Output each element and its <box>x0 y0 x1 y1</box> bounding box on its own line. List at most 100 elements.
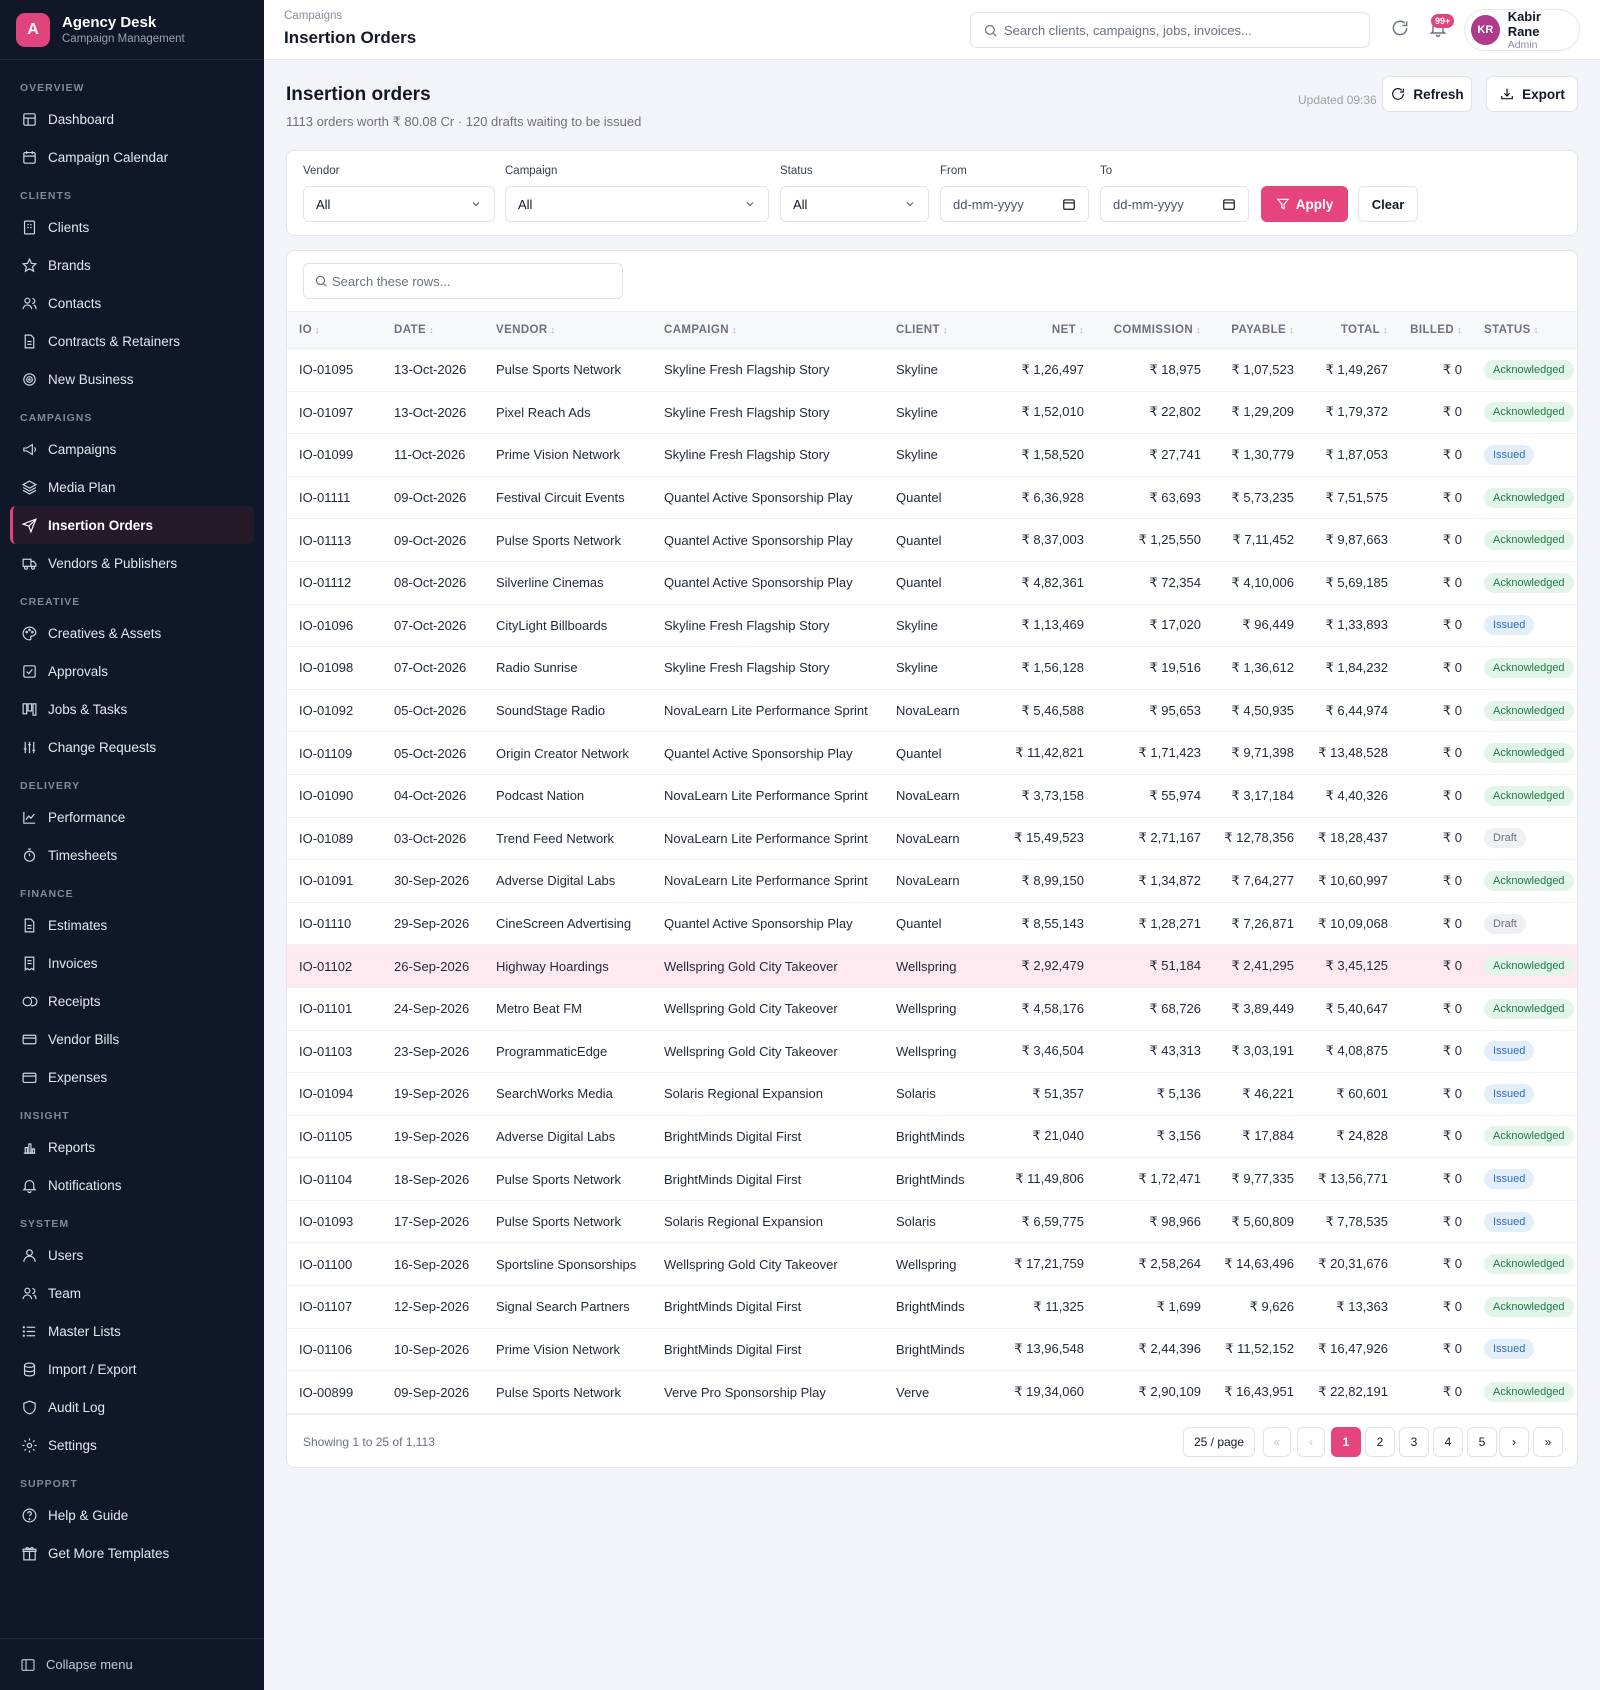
page-button-5[interactable]: 5 <box>1467 1427 1497 1457</box>
to-date-input[interactable]: dd-mm-yyyy <box>1100 186 1249 222</box>
status-filter-select[interactable]: All <box>780 186 929 222</box>
sidebar-item-contacts[interactable]: Contacts <box>10 284 254 322</box>
page-size-select[interactable]: 25 / page <box>1183 1427 1255 1457</box>
sidebar-item-timesheets[interactable]: Timesheets <box>10 836 254 874</box>
table-row[interactable]: IO-01113 09-Oct-2026 Pulse Sports Network Q… <box>287 519 1577 562</box>
sidebar-item-new-business[interactable]: New Business <box>10 360 254 398</box>
apply-button[interactable]: Apply <box>1261 186 1348 222</box>
sidebar-item-creatives-assets[interactable]: Creatives & Assets <box>10 614 254 652</box>
sidebar-item-clients[interactable]: Clients <box>10 208 254 246</box>
page-button-4[interactable]: 4 <box>1433 1427 1463 1457</box>
table-row[interactable]: IO-01094 19-Sep-2026 SearchWorks Media Sola… <box>287 1073 1577 1116</box>
sidebar-item-vendors-publishers[interactable]: Vendors & Publishers <box>10 544 254 582</box>
sidebar-item-notifications[interactable]: Notifications <box>10 1166 254 1204</box>
table-row[interactable]: IO-01112 08-Oct-2026 Silverline Cinemas Qua… <box>287 561 1577 605</box>
document-icon <box>20 332 38 350</box>
sidebar-item-jobs-tasks[interactable]: Jobs & Tasks <box>10 690 254 728</box>
sidebar-item-campaigns[interactable]: Campaigns <box>10 430 254 468</box>
status-cell: Acknowledged <box>1472 987 1577 1030</box>
sidebar-item-change-requests[interactable]: Change Requests <box>10 728 254 766</box>
column-header-client[interactable]: CLIENT ↕ <box>884 311 988 349</box>
table-row[interactable]: IO-01109 05-Oct-2026 Origin Creator Networ… <box>287 732 1577 775</box>
user-menu[interactable]: KR Kabir Rane Admin <box>1464 9 1580 51</box>
table-search-input[interactable]: Search these rows... <box>303 263 623 299</box>
cell-net: ₹ 3,46,504 <box>1021 1043 1085 1059</box>
sidebar-item-help-guide[interactable]: Help & Guide <box>10 1496 254 1534</box>
table-row[interactable]: IO-01089 03-Oct-2026 Trend Feed Network Nov… <box>287 817 1577 860</box>
first-page-button[interactable]: « <box>1263 1427 1291 1457</box>
sidebar-item-expenses[interactable]: Expenses <box>10 1058 254 1096</box>
breadcrumb[interactable]: Campaigns <box>284 10 343 22</box>
table-row[interactable]: IO-01098 07-Oct-2026 Radio Sunrise Skyline … <box>287 647 1577 690</box>
table-row[interactable]: IO-01111 09-Oct-2026 Festival Circuit Even… <box>287 476 1577 519</box>
last-page-button[interactable]: » <box>1533 1427 1563 1457</box>
table-row[interactable]: IO-01095 13-Oct-2026 Pulse Sports Network S… <box>287 349 1577 392</box>
sidebar-item-brands[interactable]: Brands <box>10 246 254 284</box>
table-row[interactable]: IO-01090 04-Oct-2026 Podcast Nation NovaLea… <box>287 774 1577 818</box>
page-button-3[interactable]: 3 <box>1399 1427 1429 1457</box>
page-button-1[interactable]: 1 <box>1331 1427 1361 1457</box>
sidebar-item-team[interactable]: Team <box>10 1274 254 1312</box>
column-header-billed[interactable]: BILLED ↕ <box>1398 311 1472 349</box>
sidebar-item-settings[interactable]: Settings <box>10 1426 254 1464</box>
sidebar-item-receipts[interactable]: Receipts <box>10 982 254 1020</box>
refresh-icon[interactable] <box>1390 18 1412 40</box>
table-row[interactable]: IO-01110 29-Sep-2026 CineScreen Advertisin… <box>287 902 1577 945</box>
campaign-filter-select[interactable]: All <box>505 186 769 222</box>
table-row[interactable]: IO-01107 12-Sep-2026 Signal Search Partner… <box>287 1286 1577 1329</box>
sidebar-item-master-lists[interactable]: Master Lists <box>10 1312 254 1350</box>
prev-page-button[interactable]: ‹ <box>1297 1427 1325 1457</box>
refresh-button[interactable]: Refresh <box>1382 76 1472 112</box>
table-row[interactable]: IO-01096 07-Oct-2026 CityLight Billboards S… <box>287 604 1577 647</box>
table-row[interactable]: IO-01099 11-Oct-2026 Prime Vision Network S… <box>287 434 1577 477</box>
table-row[interactable]: IO-01102 26-Sep-2026 Highway Hoardings Well… <box>287 944 1577 988</box>
sidebar-item-users[interactable]: Users <box>10 1236 254 1274</box>
column-header-vendor[interactable]: VENDOR ↕ <box>484 311 652 349</box>
sidebar-item-get-more-templates[interactable]: Get More Templates <box>10 1534 254 1572</box>
table-row[interactable]: IO-01104 18-Sep-2026 Pulse Sports Network B… <box>287 1158 1577 1201</box>
sidebar-item-contracts-retainers[interactable]: Contracts & Retainers <box>10 322 254 360</box>
table-row[interactable]: IO-01097 13-Oct-2026 Pixel Reach Ads Skylin… <box>287 391 1577 434</box>
export-button[interactable]: Export <box>1486 76 1578 112</box>
clear-button[interactable]: Clear <box>1358 186 1418 222</box>
cell-client: Solaris <box>896 1214 936 1230</box>
table-row[interactable]: IO-01101 24-Sep-2026 Metro Beat FM Wellspri… <box>287 987 1577 1030</box>
cell-payable: ₹ 17,884 <box>1242 1128 1294 1144</box>
column-header-campaign[interactable]: CAMPAIGN ↕ <box>652 311 884 349</box>
table-row[interactable]: IO-01105 19-Sep-2026 Adverse Digital Labs B… <box>287 1115 1577 1158</box>
column-header-total[interactable]: TOTAL ↕ <box>1304 311 1398 349</box>
page-button-2[interactable]: 2 <box>1365 1427 1395 1457</box>
sidebar-item-dashboard[interactable]: Dashboard <box>10 100 254 138</box>
table-row[interactable]: IO-01100 16-Sep-2026 Sportsline Sponsorshi… <box>287 1243 1577 1286</box>
sidebar-item-campaign-calendar[interactable]: Campaign Calendar <box>10 138 254 176</box>
table-row[interactable]: IO-01106 10-Sep-2026 Prime Vision Network B… <box>287 1328 1577 1371</box>
column-header-commission[interactable]: COMMISSION ↕ <box>1094 311 1211 349</box>
table-row[interactable]: IO-00899 09-Sep-2026 Pulse Sports Network V… <box>287 1371 1577 1414</box>
sidebar-item-invoices[interactable]: Invoices <box>10 944 254 982</box>
column-header-payable[interactable]: PAYABLE ↕ <box>1211 311 1304 349</box>
column-header-date[interactable]: DATE ↕ <box>382 311 484 349</box>
table-row[interactable]: IO-01091 30-Sep-2026 Adverse Digital Labs N… <box>287 860 1577 903</box>
table-row[interactable]: IO-01093 17-Sep-2026 Pulse Sports Network S… <box>287 1200 1577 1243</box>
sidebar-item-insertion-orders[interactable]: Insertion Orders <box>10 506 254 544</box>
column-header-net[interactable]: NET ↕ <box>988 311 1094 349</box>
next-page-button[interactable]: › <box>1499 1427 1529 1457</box>
column-header-io[interactable]: IO ↕ <box>287 311 382 349</box>
sidebar-item-estimates[interactable]: Estimates <box>10 906 254 944</box>
table-row[interactable]: IO-01092 05-Oct-2026 SoundStage Radio NovaL… <box>287 689 1577 732</box>
table-row[interactable]: IO-01103 23-Sep-2026 ProgrammaticEdge Wells… <box>287 1030 1577 1073</box>
sidebar-item-import-export[interactable]: Import / Export <box>10 1350 254 1388</box>
sidebar-item-audit-log[interactable]: Audit Log <box>10 1388 254 1426</box>
vendor-filter-select[interactable]: All <box>303 186 495 222</box>
cell-vendor: Pulse Sports Network <box>496 1214 621 1230</box>
collapse-menu-button[interactable]: Collapse menu <box>0 1638 264 1690</box>
sidebar-item-performance[interactable]: Performance <box>10 798 254 836</box>
sidebar-item-media-plan[interactable]: Media Plan <box>10 468 254 506</box>
sidebar-item-vendor-bills[interactable]: Vendor Bills <box>10 1020 254 1058</box>
palette-icon <box>20 624 38 642</box>
sidebar-item-approvals[interactable]: Approvals <box>10 652 254 690</box>
column-header-status[interactable]: STATUS ↕ <box>1472 311 1577 349</box>
sidebar-item-reports[interactable]: Reports <box>10 1128 254 1166</box>
from-date-input[interactable]: dd-mm-yyyy <box>940 186 1089 222</box>
global-search-input[interactable]: Search clients, campaigns, jobs, invoice… <box>970 12 1370 48</box>
